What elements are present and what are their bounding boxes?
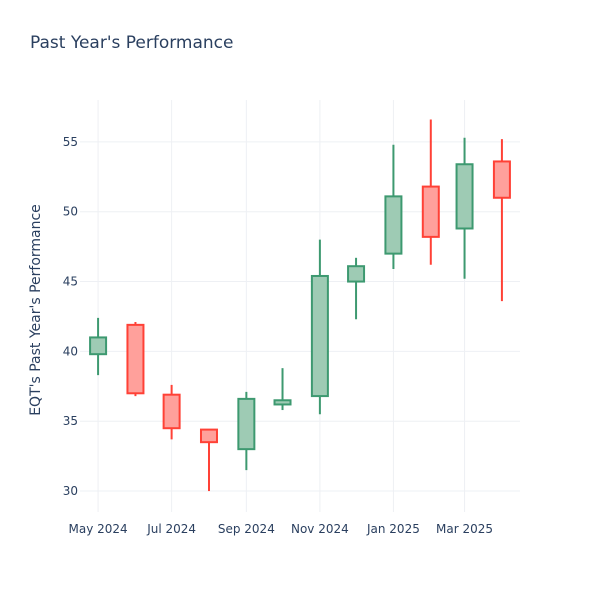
candle-body: [492, 160, 511, 199]
candle: [199, 428, 218, 492]
x-tick-label: Sep 2024: [218, 522, 275, 536]
x-tick-label: Nov 2024: [291, 522, 349, 536]
candle-body: [421, 185, 440, 238]
candle-body: [162, 393, 181, 430]
y-tick-label: 40: [63, 344, 78, 358]
y-tick-label: 30: [63, 484, 78, 498]
candle-body: [237, 397, 256, 451]
y-tick-label: 45: [63, 275, 78, 289]
grid-layer: [80, 100, 520, 512]
y-axis-title: EQT's Past Year's Performance: [28, 204, 44, 416]
x-tick-label: Jul 2024: [146, 522, 196, 536]
candle-body: [273, 399, 292, 406]
candle-body: [384, 195, 403, 255]
candle-body: [126, 323, 145, 395]
x-axis-ticks: May 2024 Jul 2024 Sep 2024 Nov 2024 Jan 2025…: [68, 522, 493, 536]
candle: [421, 119, 440, 265]
x-tick-label: Mar 2025: [436, 522, 493, 536]
candle: [384, 144, 403, 269]
candle: [237, 391, 256, 471]
chart-title: Past Year's Performance: [30, 33, 234, 53]
candle-body: [199, 428, 218, 444]
y-tick-label: 35: [63, 414, 78, 428]
candle: [273, 368, 292, 411]
y-axis-ticks: 30 35 40 45 50 55: [63, 135, 78, 498]
candle: [347, 257, 366, 320]
candle: [162, 384, 181, 440]
x-tick-label: Jan 2025: [366, 522, 420, 536]
candle: [126, 322, 145, 397]
y-tick-label: 55: [63, 135, 78, 149]
candle-body: [89, 336, 108, 356]
x-tick-label: May 2024: [68, 522, 127, 536]
candle-body: [310, 274, 329, 398]
candle: [492, 139, 511, 302]
candles-layer: [89, 119, 511, 492]
candle-body: [347, 265, 366, 283]
candle: [89, 317, 108, 376]
candle-body: [455, 163, 474, 230]
candle: [455, 137, 474, 279]
y-tick-label: 50: [63, 205, 78, 219]
candle: [310, 239, 329, 415]
